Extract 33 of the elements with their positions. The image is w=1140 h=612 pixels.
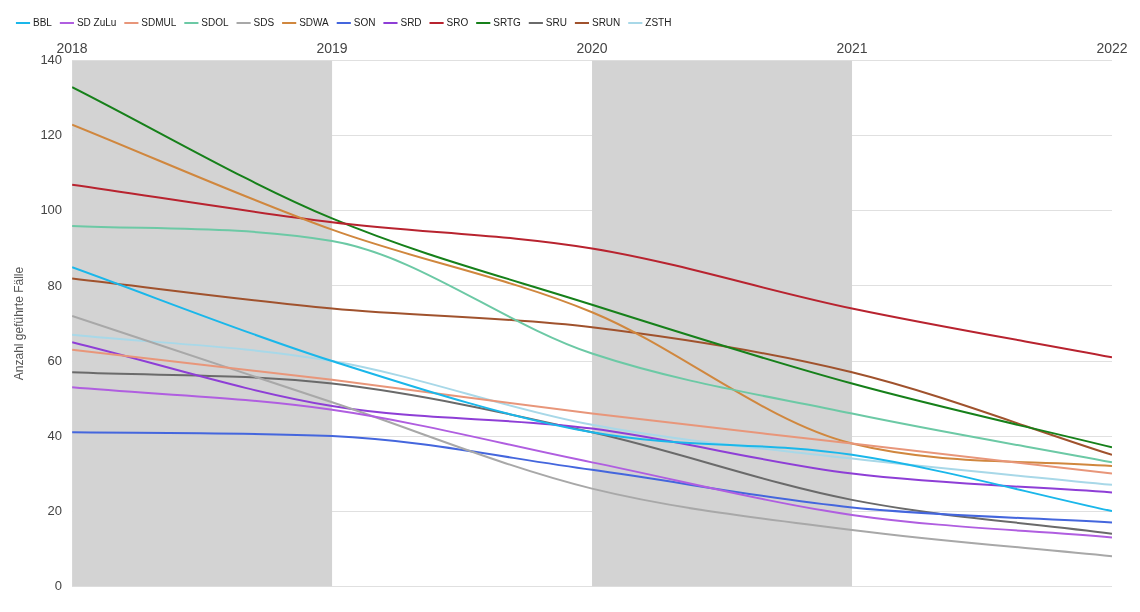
line-series bbox=[72, 314, 1112, 558]
legend-label: SON bbox=[353, 16, 376, 28]
legend-label: SDOL bbox=[201, 16, 230, 28]
legend-label: SDMUL bbox=[141, 16, 177, 28]
line-series bbox=[72, 348, 1112, 475]
legend-label: SRO bbox=[446, 16, 469, 28]
line-series bbox=[72, 224, 1112, 464]
y-tick-label: 100 bbox=[40, 202, 63, 218]
legend-label: SRD bbox=[400, 16, 422, 28]
legend-label: SRUN bbox=[591, 16, 621, 28]
line-series bbox=[72, 431, 1112, 524]
legend-label: SDS bbox=[253, 16, 275, 28]
y-tick-label: 80 bbox=[47, 277, 63, 293]
y-tick-label: 40 bbox=[47, 427, 63, 443]
y-tick-label: 140 bbox=[40, 52, 63, 68]
y-axis-title: Anzahl geführte Fälle bbox=[11, 266, 26, 381]
legend-label: SD ZuLu bbox=[76, 16, 117, 28]
line-series bbox=[72, 266, 1112, 513]
legend-label: BBL bbox=[33, 16, 53, 28]
legend-label: ZSTH bbox=[645, 16, 672, 28]
x-tick-label: 2021 bbox=[836, 40, 868, 57]
y-tick-label: 120 bbox=[40, 127, 63, 143]
x-tick-label: 2019 bbox=[316, 40, 348, 57]
legend-label: SRTG bbox=[493, 16, 522, 28]
legend-label: SRU bbox=[545, 16, 567, 28]
y-tick-label: 0 bbox=[54, 577, 63, 593]
y-tick-label: 60 bbox=[47, 352, 63, 368]
line-series bbox=[72, 277, 1112, 456]
x-tick-label: 2020 bbox=[576, 40, 608, 57]
x-tick-label: 2022 bbox=[1096, 40, 1128, 57]
y-tick-label: 20 bbox=[47, 502, 63, 518]
legend-label: SDWA bbox=[299, 16, 330, 28]
line-series bbox=[72, 183, 1112, 359]
